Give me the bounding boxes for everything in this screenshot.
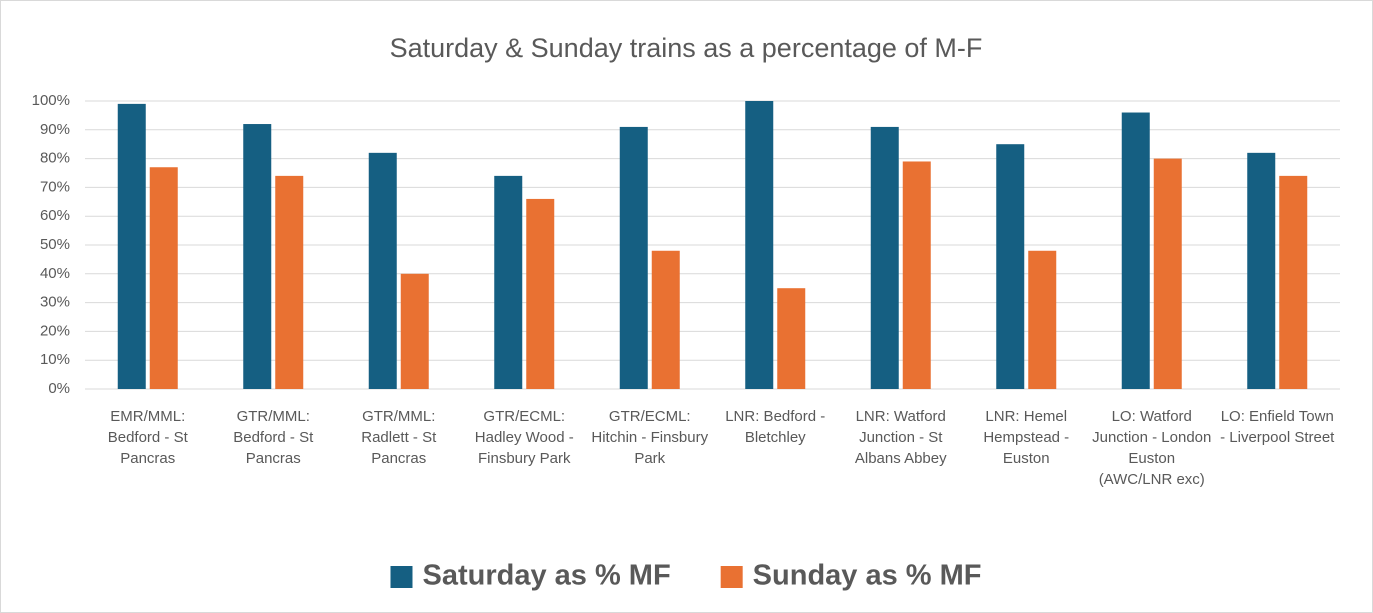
bar [902, 161, 931, 389]
y-tick-label: 30% [40, 294, 70, 311]
x-tick-label: EMR/MML: Bedford - St Pancras [107, 408, 188, 467]
bar [1247, 152, 1276, 389]
x-tick-label: LO: Enfield Town - Liverpool Street [1220, 408, 1335, 446]
y-tick-label: 80% [40, 150, 70, 167]
y-tick-label: 70% [40, 178, 70, 195]
x-tick-label: GTR/MML: Radlett - St Pancras [361, 408, 437, 467]
x-tick-label: LNR: Watford Junction - St Albans Abbey [854, 408, 947, 467]
legend-swatch [720, 566, 743, 588]
bar [1028, 250, 1057, 389]
y-tick-label: 20% [40, 322, 70, 339]
y-tick-label: 60% [40, 207, 70, 224]
bar [745, 101, 774, 389]
x-tick-label: GTR/ECML: Hadley Wood - Finsbury Park [474, 408, 574, 467]
bar [117, 103, 146, 389]
bar [400, 273, 429, 389]
bar [494, 175, 523, 389]
x-tick-label: LNR: Bedford - Bletchley [725, 408, 826, 446]
y-tick-label: 40% [40, 265, 70, 282]
x-tick-label: GTR/ECML: Hitchin - Finsbury Park [591, 408, 709, 467]
bar [275, 175, 304, 389]
bar [1153, 158, 1182, 389]
y-tick-label: 90% [40, 121, 70, 138]
bar [1121, 112, 1150, 390]
legend-label: Saturday as % MF [422, 560, 670, 592]
x-tick-label: LNR: Hemel Hempstead - Euston [983, 408, 1070, 467]
y-tick-label: 10% [40, 351, 70, 368]
y-tick-label: 0% [48, 380, 70, 397]
legend-label: Sunday as % MF [753, 560, 982, 592]
bar [368, 152, 397, 389]
bar [996, 144, 1025, 389]
y-tick-label: 100% [32, 92, 70, 109]
bar [1279, 175, 1308, 389]
x-tick-label: GTR/MML: Bedford - St Pancras [233, 408, 314, 467]
bar [149, 167, 178, 389]
bar [526, 198, 555, 389]
bar [651, 250, 680, 389]
bar [243, 124, 272, 389]
chart-title: Saturday & Sunday trains as a percentage… [390, 33, 983, 63]
y-tick-label: 50% [40, 236, 70, 253]
bar [870, 126, 899, 390]
legend-swatch [390, 566, 413, 588]
bar [777, 288, 806, 389]
bar [619, 126, 648, 390]
x-tick-label: LO: Watford Junction - London Euston (AW… [1092, 408, 1212, 488]
